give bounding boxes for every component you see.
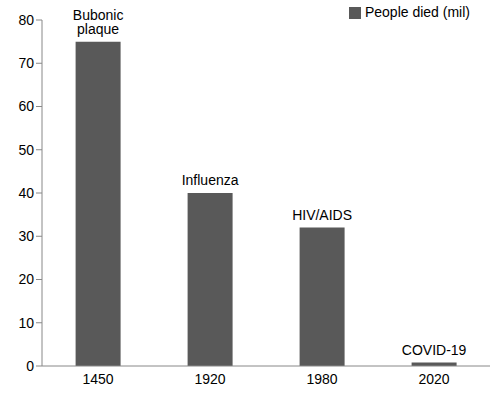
svg-text:0: 0 bbox=[26, 358, 34, 374]
svg-text:Bubonicplaque: Bubonicplaque bbox=[73, 7, 124, 37]
svg-text:10: 10 bbox=[18, 315, 34, 331]
svg-text:40: 40 bbox=[18, 185, 34, 201]
svg-text:1450: 1450 bbox=[82, 371, 113, 387]
svg-text:Influenza: Influenza bbox=[182, 172, 239, 188]
svg-text:1920: 1920 bbox=[194, 371, 225, 387]
svg-text:70: 70 bbox=[18, 55, 34, 71]
html-text:People died (mil): People died (mil) bbox=[364, 4, 470, 20]
svg-text:60: 60 bbox=[18, 98, 34, 114]
svg-text:30: 30 bbox=[18, 228, 34, 244]
svg-text:2020: 2020 bbox=[418, 371, 449, 387]
svg-text:COVID-19: COVID-19 bbox=[402, 342, 467, 358]
svg-text:80: 80 bbox=[18, 12, 34, 28]
svg-text:HIV/AIDS: HIV/AIDS bbox=[292, 207, 352, 223]
svg-text:1980: 1980 bbox=[306, 371, 337, 387]
svg-text:50: 50 bbox=[18, 142, 34, 158]
svg-text:20: 20 bbox=[18, 271, 34, 287]
